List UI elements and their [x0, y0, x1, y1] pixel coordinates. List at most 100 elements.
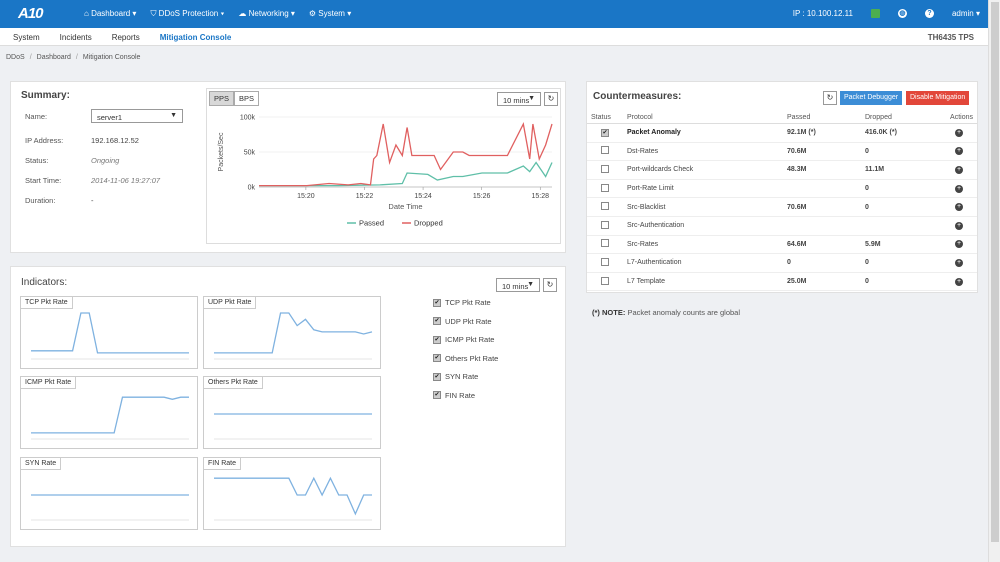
nav-system[interactable]: ⚙ System ▾	[308, 9, 352, 18]
nav-ddos-protection[interactable]: ⛉ DDoS Protection ▾	[150, 9, 225, 18]
indicator-check-others-pkt-rate[interactable]: ✔ Others Pkt Rate	[433, 354, 498, 363]
pps-button[interactable]: PPS	[209, 91, 235, 106]
x-axis-label: Date Time	[388, 202, 422, 211]
nav-networking[interactable]: ☁ Networking ▾	[238, 9, 295, 18]
anomaly-note: (*) NOTE: Packet anomaly counts are glob…	[592, 308, 740, 317]
col-protocol: Protocol	[623, 112, 783, 124]
protocol-cell: Src-Authentication	[623, 216, 783, 236]
checkbox[interactable]: ✔	[433, 372, 441, 381]
checkbox[interactable]: ✔	[433, 354, 441, 362]
table-header-row: Status Protocol Passed Dropped Actions	[587, 112, 977, 124]
ip-display: IP : 10.100.12.11	[792, 9, 853, 18]
status-checkbox[interactable]	[601, 239, 609, 248]
status-cell: ✔	[587, 123, 623, 143]
subnav-incidents[interactable]: Incidents	[59, 33, 92, 42]
status-cell	[587, 197, 623, 217]
table-row: L7-Authentication 0 0 +	[587, 253, 977, 273]
page-scrollbar[interactable]	[988, 0, 1000, 562]
plus-circle-icon[interactable]: +	[955, 203, 963, 212]
checkbox-label: UDP Pkt Rate	[445, 316, 492, 326]
plus-circle-icon[interactable]: +	[955, 184, 963, 193]
plus-circle-icon[interactable]: +	[955, 240, 963, 249]
dropped-cell	[861, 216, 937, 236]
actions-cell: +	[937, 197, 977, 217]
subnav-mitigation-console[interactable]: Mitigation Console	[159, 33, 232, 42]
plus-circle-icon[interactable]: +	[955, 147, 963, 156]
summary-refresh-button[interactable]: ↻	[544, 92, 558, 106]
actions-cell: +	[937, 123, 977, 143]
help-icon[interactable]: ?	[924, 9, 934, 18]
dropped-cell: 416.0K (*)	[861, 123, 937, 143]
user-menu[interactable]: admin ▾	[951, 9, 980, 18]
breadcrumb-dashboard[interactable]: Dashboard	[36, 54, 71, 61]
traffic-line-chart: 0k 50k 100k 15:20 15:22 15:24 15:26 15:28 Packet…	[218, 115, 553, 228]
note-text: Packet anomaly counts are global	[627, 308, 741, 317]
plus-circle-icon[interactable]: +	[955, 258, 963, 267]
status-checkbox[interactable]	[601, 220, 609, 229]
status-checkbox[interactable]	[601, 146, 609, 155]
status-checkbox[interactable]	[601, 164, 609, 173]
note-prefix: (*) NOTE:	[592, 308, 626, 317]
countermeasures-refresh-button[interactable]: ↻	[823, 91, 837, 105]
a10-logo[interactable]: A10	[18, 5, 44, 22]
indicator-chart-fin-rate: FIN Rate	[203, 457, 381, 530]
series-line-dropped	[259, 121, 553, 187]
server-select[interactable]: server1 ▼	[91, 109, 183, 123]
checkbox[interactable]: ✔	[433, 317, 441, 325]
protocol-cell: L7-Authentication	[623, 253, 783, 273]
status-checkbox[interactable]	[601, 276, 609, 285]
nav-dashboard[interactable]: ⌂ Dashboard ▾	[84, 9, 137, 18]
dropped-cell: 0	[861, 197, 937, 217]
subnav-reports[interactable]: Reports	[111, 33, 140, 42]
indicator-chart-label: UDP Pkt Rate	[204, 297, 257, 309]
legend-label-dropped[interactable]: Dropped	[414, 219, 443, 228]
col-actions: Actions	[937, 112, 977, 124]
checkbox[interactable]: ✔	[433, 298, 441, 307]
indicators-panel: Indicators: 10 mins ▼ ↻ TCP Pkt Rate UDP …	[10, 266, 566, 547]
protocol-cell: Port-Rate Limit	[623, 179, 783, 199]
gear-icon: ⚙	[308, 9, 319, 18]
summary-range-select[interactable]: 10 mins ▼	[497, 92, 541, 106]
indicator-sparkline	[214, 413, 372, 440]
status-checkbox[interactable]	[601, 257, 609, 266]
disable-mitigation-button[interactable]: Disable Mitigation	[906, 91, 970, 105]
indicator-chart-label: Others Pkt Rate	[204, 377, 263, 389]
status-checkbox[interactable]	[601, 183, 609, 192]
indicator-chart-label: ICMP Pkt Rate	[21, 377, 77, 389]
plus-circle-icon[interactable]: +	[955, 165, 963, 174]
actions-cell: +	[937, 179, 977, 199]
sparkline-series	[31, 396, 189, 434]
plus-circle-icon[interactable]: +	[955, 221, 963, 230]
status-cell	[587, 272, 623, 292]
protocol-cell: Src-Blacklist	[623, 197, 783, 217]
sparkline-series	[214, 476, 372, 516]
indicator-check-udp-pkt-rate[interactable]: ✔ UDP Pkt Rate	[433, 317, 492, 326]
plus-circle-icon[interactable]: +	[955, 277, 963, 286]
indicators-range-select[interactable]: 10 mins ▼	[496, 278, 540, 292]
status-checkbox[interactable]	[601, 202, 609, 211]
checkbox-label: SYN Rate	[445, 372, 479, 381]
indicator-chart-others-pkt-rate: Others Pkt Rate	[203, 376, 381, 449]
legend-label-passed[interactable]: Passed	[359, 219, 384, 228]
indicator-check-fin-rate[interactable]: ✔ FIN Rate	[433, 391, 475, 400]
subnav-system[interactable]: System	[13, 33, 40, 42]
indicator-check-icmp-pkt-rate[interactable]: ✔ ICMP Pkt Rate	[433, 335, 494, 344]
indicator-sparkline	[31, 396, 189, 440]
col-dropped: Dropped	[861, 112, 937, 124]
checkbox[interactable]: ✔	[433, 335, 441, 344]
save-icon[interactable]	[870, 9, 880, 18]
packet-debugger-button[interactable]: Packet Debugger	[840, 91, 903, 105]
checkbox[interactable]: ✔	[433, 391, 441, 399]
globe-icon[interactable]: ◍	[897, 9, 907, 18]
status-checkbox[interactable]: ✔	[601, 128, 609, 137]
breadcrumb-ddos[interactable]: DDoS	[6, 54, 25, 61]
scrollbar-thumb[interactable]	[991, 2, 999, 542]
indicator-check-tcp-pkt-rate[interactable]: ✔ TCP Pkt Rate	[433, 298, 491, 307]
status-cell	[587, 235, 623, 255]
bps-button[interactable]: BPS	[234, 91, 260, 106]
plus-circle-icon[interactable]: +	[955, 128, 963, 137]
indicator-check-syn-rate[interactable]: ✔ SYN Rate	[433, 372, 478, 381]
indicators-refresh-button[interactable]: ↻	[543, 278, 557, 292]
y-axis-label: Packets/Sec	[218, 132, 225, 171]
dropped-cell: 0	[861, 179, 937, 199]
